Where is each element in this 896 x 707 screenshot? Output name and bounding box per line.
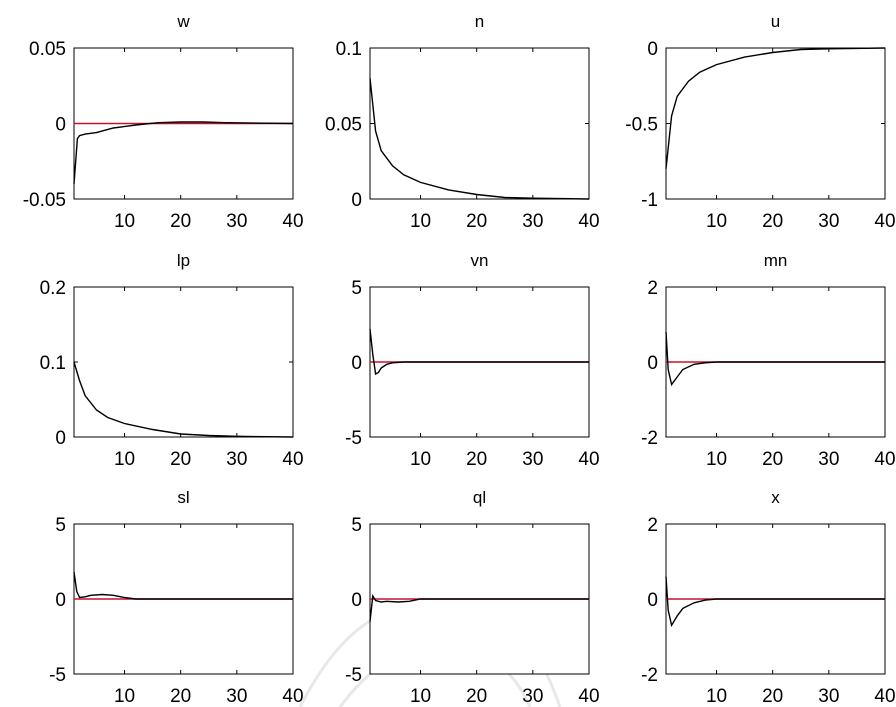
x-tick-label: 40: [874, 686, 895, 707]
x-tick-label: 30: [522, 211, 543, 232]
x-tick-label: 10: [410, 686, 431, 707]
y-tick-label: -5: [345, 665, 362, 686]
y-tick-label: 0: [55, 590, 66, 611]
x-tick-label: 40: [282, 211, 303, 232]
plot-frame: [73, 286, 294, 438]
x-tick-label: 30: [522, 449, 543, 470]
subplot-title: mn: [764, 251, 788, 270]
impulse-response-line: [665, 47, 886, 169]
subplot-title: u: [771, 12, 780, 31]
subplot-w: w 10 20 30 40 -0.05 0 0.05: [23, 12, 304, 232]
y-tick-label: -2: [641, 665, 658, 686]
x-tick-label: 10: [706, 211, 727, 232]
y-tick-label: -0.5: [625, 115, 658, 136]
x-tick-label: 40: [282, 686, 303, 707]
plot-frame: [369, 47, 590, 200]
x-tick-label: 40: [874, 449, 895, 470]
subplot-u: u 10 20 30 40 -1 -0.5 0: [625, 12, 895, 232]
y-tick-label: 0.1: [40, 353, 66, 374]
y-tick-label: -1: [641, 190, 658, 211]
impulse-response-line: [369, 78, 590, 200]
x-tick-label: 40: [874, 211, 895, 232]
x-tick-label: 20: [762, 449, 783, 470]
impulse-response-line: [73, 571, 293, 600]
x-tick-label: 10: [410, 449, 431, 470]
x-tick-label: 20: [466, 686, 487, 707]
y-tick-label: 5: [351, 515, 362, 536]
y-tick-label: 0.1: [336, 39, 362, 60]
x-tick-label: 20: [170, 211, 191, 232]
y-tick-label: 0: [351, 590, 362, 611]
subplot-n: n 10 20 30 40 0 0.05 0.1: [325, 12, 600, 232]
y-tick-label: -5: [345, 428, 362, 449]
subplot-vn: vn 10 20 30 40 -5 0 5: [345, 251, 599, 470]
y-tick-label: 5: [351, 278, 362, 299]
impulse-response-line: [73, 121, 294, 184]
x-tick-label: 20: [170, 686, 191, 707]
y-tick-label: 2: [647, 515, 658, 536]
y-tick-label: 0: [351, 353, 362, 374]
y-tick-label: 0: [55, 428, 66, 449]
plot-frame: [665, 47, 886, 200]
x-tick-label: 30: [818, 449, 839, 470]
impulse-response-line: [665, 576, 885, 628]
y-tick-label: 0.05: [325, 115, 362, 136]
subplot-title: lp: [177, 251, 190, 270]
impulse-response-line: [665, 331, 885, 387]
y-tick-label: 0.2: [40, 278, 66, 299]
x-tick-label: 20: [170, 449, 191, 470]
subplot-title: x: [771, 488, 780, 507]
y-tick-label: -0.05: [23, 190, 66, 211]
x-tick-label: 30: [226, 449, 247, 470]
x-tick-label: 20: [466, 449, 487, 470]
x-tick-label: 10: [114, 686, 135, 707]
x-tick-label: 10: [706, 686, 727, 707]
x-tick-label: 30: [818, 686, 839, 707]
x-tick-label: 40: [578, 211, 599, 232]
subplot-title: vn: [471, 251, 489, 270]
x-tick-label: 30: [818, 211, 839, 232]
x-tick-label: 30: [226, 686, 247, 707]
y-tick-label: 0: [647, 39, 658, 60]
y-tick-label: -2: [641, 428, 658, 449]
y-tick-label: 0: [351, 190, 362, 211]
x-tick-label: 20: [762, 686, 783, 707]
subplot-lp: lp 10 20 30 40 0 0.1 0.2: [40, 251, 304, 470]
impulse-response-line: [73, 361, 294, 438]
y-tick-label: 5: [55, 515, 66, 536]
x-tick-label: 40: [578, 449, 599, 470]
y-tick-label: 0: [647, 590, 658, 611]
y-tick-label: -5: [49, 665, 66, 686]
x-tick-label: 30: [226, 211, 247, 232]
subplot-ql: ql 10 20 30 40 -5 0 5: [345, 488, 599, 707]
subplot-x: x 10 20 30 40 -2 0 2: [641, 488, 895, 707]
x-tick-label: 10: [114, 449, 135, 470]
y-tick-label: 0: [647, 353, 658, 374]
x-tick-label: 40: [578, 686, 599, 707]
subplot-sl: sl 10 20 30 40 -5 0 5: [49, 488, 303, 707]
impulse-response-line: [369, 328, 589, 376]
x-tick-label: 30: [522, 686, 543, 707]
y-tick-label: 0: [55, 115, 66, 136]
x-tick-label: 20: [762, 211, 783, 232]
subplot-title: sl: [177, 488, 189, 507]
x-tick-label: 10: [410, 211, 431, 232]
y-tick-label: 0.05: [29, 39, 66, 60]
y-tick-label: 2: [647, 278, 658, 299]
impulse-response-line: [369, 593, 589, 622]
subplot-mn: mn 10 20 30 40 -2 0 2: [641, 251, 895, 470]
x-tick-label: 10: [114, 211, 135, 232]
x-tick-label: 20: [466, 211, 487, 232]
x-tick-label: 40: [282, 449, 303, 470]
subplot-title: n: [475, 12, 484, 31]
subplot-title: ql: [473, 488, 486, 507]
subplot-title: w: [176, 12, 190, 31]
x-tick-label: 10: [706, 449, 727, 470]
